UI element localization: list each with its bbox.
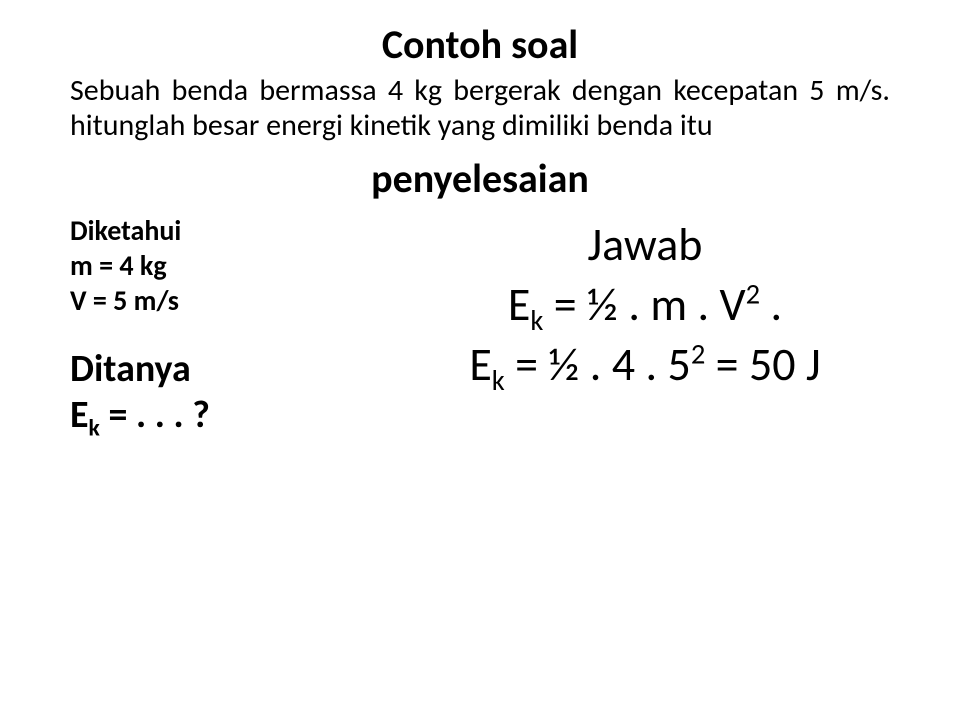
formula-line: Ek = ½ . m . V2 . [400, 277, 890, 333]
formula-sup: 2 [746, 276, 760, 311]
known-header: Diketahui [70, 213, 370, 248]
asked-symbol-sub: k [89, 414, 100, 442]
given-and-asked: Diketahui m = 4 kg V = 5 m/s Ditanya Ek … [70, 213, 370, 438]
formula-base: E [508, 277, 530, 333]
answer-block: Jawab Ek = ½ . m . V2 . Ek = ½ . 4 . 52 … [400, 213, 890, 397]
solution-columns: Diketahui m = 4 kg V = 5 m/s Ditanya Ek … [70, 213, 890, 438]
asked-header: Ditanya [70, 346, 370, 392]
known-mass: m = 4 kg [70, 248, 370, 283]
known-velocity: V = 5 m/s [70, 283, 370, 318]
answer-header: Jawab [400, 217, 890, 273]
formula-sub: k [530, 303, 543, 338]
asked-tail: = . . . ? [100, 392, 210, 438]
asked-expression: Ek = . . . ? [70, 392, 370, 438]
calc-base: E [469, 337, 491, 393]
calc-tail: = 50 J [705, 337, 820, 393]
formula-tail: . [760, 277, 782, 333]
calc-sub: k [492, 363, 505, 398]
solution-header: penyelesaian [70, 154, 890, 203]
calc-sup: 2 [691, 336, 705, 371]
slide-page: Contoh soal Sebuah benda bermassa 4 kg b… [0, 0, 960, 720]
asked-symbol-base: E [70, 392, 89, 438]
calc-mid: = ½ . 4 . 5 [505, 337, 691, 393]
formula-mid: = ½ . m . V [543, 277, 745, 333]
calculation-line: Ek = ½ . 4 . 52 = 50 J [400, 337, 890, 393]
slide-title: Contoh soal [70, 20, 890, 69]
problem-statement: Sebuah benda bermassa 4 kg bergerak deng… [70, 73, 890, 144]
